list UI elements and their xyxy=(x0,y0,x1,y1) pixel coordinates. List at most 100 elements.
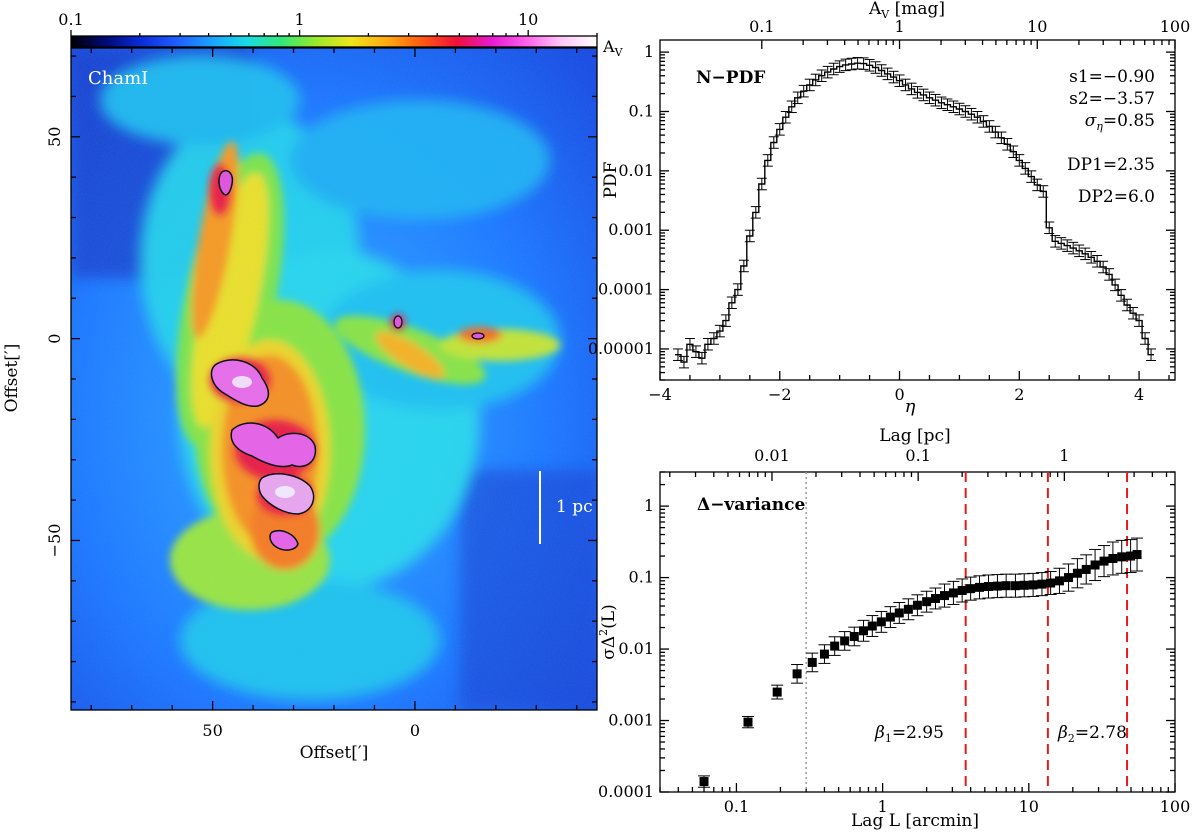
npdf-x-tick-label: 4 xyxy=(1134,385,1144,404)
dv-y-tick-label: 0.0001 xyxy=(598,782,654,801)
npdf-y-tick-label: 0.00001 xyxy=(588,339,654,358)
npdf-panel-label: N−PDF xyxy=(696,68,765,88)
colorbar-ticks: 0.1 1 10 xyxy=(58,10,598,36)
dv-data-point xyxy=(948,588,958,598)
dv-data-point xyxy=(1090,560,1100,570)
npdf-annotation-s1: s1=−0.90 xyxy=(1069,67,1155,87)
dv-y-tick-label: 1 xyxy=(644,496,654,515)
dv-data-point xyxy=(867,621,877,631)
npdf-data xyxy=(672,56,1157,369)
dv-top-tick-label: 1 xyxy=(1059,446,1069,465)
dv-data-point xyxy=(1099,556,1109,566)
dv-data-point xyxy=(840,636,850,646)
npdf-top-tick-label: 0.1 xyxy=(749,17,774,36)
dv-y-tick-label: 0.001 xyxy=(608,711,654,730)
dv-data-point xyxy=(819,649,829,659)
dv-annotation-beta2: β2=2.78 xyxy=(1057,723,1127,745)
dv-data-point xyxy=(1072,568,1082,578)
dv-data-point xyxy=(792,669,802,679)
dv-data-point xyxy=(966,584,976,594)
map-y-tick-label: −50 xyxy=(45,524,64,558)
dv-data-point xyxy=(903,604,913,614)
dv-data-point xyxy=(1064,573,1074,583)
dv-data-point xyxy=(894,608,904,618)
npdf-annotation-s2: s2=−3.57 xyxy=(1069,89,1155,109)
dv-data-point xyxy=(1028,580,1038,590)
dv-data-point xyxy=(1132,550,1142,560)
map-title: ChamI xyxy=(88,68,148,89)
dv-data-point xyxy=(830,641,840,651)
npdf-y-label: PDF xyxy=(601,161,621,198)
dv-top-tick-label: 0.01 xyxy=(754,446,790,465)
colorbar-strip xyxy=(71,36,597,47)
dv-top-tick-label: 0.1 xyxy=(905,446,930,465)
npdf-annotation-dp1: DP1=2.35 xyxy=(1067,155,1155,175)
dv-data-point xyxy=(1054,576,1064,586)
dv-frame xyxy=(659,471,1176,793)
npdf-top-tick-label: 10 xyxy=(1027,17,1047,36)
dv-data-point xyxy=(1108,553,1118,563)
dv-x-tick-label: 10 xyxy=(1019,797,1039,816)
npdf-annotation-sigma: ση=0.85 xyxy=(1085,111,1155,133)
dv-y-tick-label: 0.01 xyxy=(618,639,654,658)
dv-data-point xyxy=(984,582,994,592)
map-y-tick-label: 0 xyxy=(45,334,64,344)
dv-data-point xyxy=(885,612,895,622)
npdf-axes: −4 −2 0 2 4 1 0.1 0.01 0.001 0.0001 0.00001 0.1 1 10 1… xyxy=(588,17,1190,404)
map-noise-texture xyxy=(71,48,597,710)
npdf-x-tick-label: 0 xyxy=(894,385,904,404)
npdf-top-axis-label: AV [mag] xyxy=(868,0,945,21)
dv-data-point xyxy=(1037,579,1047,589)
dv-data-point xyxy=(859,626,869,636)
npdf-panel: −4 −2 0 2 4 1 0.1 0.01 0.001 0.0001 0.00001 0.1 1 10 1… xyxy=(588,0,1190,417)
dv-vertical-lines xyxy=(805,472,1129,792)
dv-data-point xyxy=(1010,581,1020,591)
colorbar-tick-label: 0.1 xyxy=(58,10,83,29)
map-x-label: Offset[′] xyxy=(300,743,369,763)
colorbar: 0.1 1 10 AV xyxy=(58,10,623,59)
dv-axes: 0.1 1 10 100 1 0.1 0.01 0.001 0.0001 0.01 0.1 1 xyxy=(598,446,1190,816)
dv-top-axis-label: Lag [pc] xyxy=(879,426,950,446)
dv-annotation-beta1: β1=2.95 xyxy=(874,723,944,745)
dv-data-point xyxy=(922,597,932,607)
dv-data-point xyxy=(992,581,1002,591)
colorbar-tick-label: 1 xyxy=(294,10,304,29)
dv-data-point xyxy=(807,657,817,667)
extinction-map-image xyxy=(71,48,597,710)
dv-data-point xyxy=(699,777,709,787)
map-y-label: Offset[′] xyxy=(2,344,22,413)
dv-data-point xyxy=(1019,580,1029,590)
dv-data-point xyxy=(1117,552,1127,562)
scale-bar-label: 1 pc xyxy=(556,497,593,517)
dv-data-point xyxy=(849,631,859,641)
dv-data-point xyxy=(772,687,782,697)
npdf-y-tick-label: 0.0001 xyxy=(598,280,654,299)
npdf-top-tick-label: 1 xyxy=(894,17,904,36)
dv-data-point xyxy=(876,617,886,627)
dv-panel-label: Δ−variance xyxy=(697,495,805,515)
dv-data-point xyxy=(975,582,985,592)
map-panel: 0.1 1 10 AV xyxy=(2,10,624,763)
dv-data-point xyxy=(957,585,967,595)
dv-data xyxy=(698,537,1144,788)
delta-variance-panel: 0.1 1 10 100 1 0.1 0.01 0.001 0.0001 0.01 0.1 1 Lag… xyxy=(597,426,1190,831)
dv-data-point xyxy=(931,593,941,603)
npdf-y-tick-label: 0.001 xyxy=(608,220,654,239)
dv-data-point xyxy=(1081,564,1091,574)
colorbar-unit: AV xyxy=(602,37,624,59)
npdf-y-tick-label: 0.01 xyxy=(618,161,654,180)
npdf-x-tick-label: −4 xyxy=(648,385,672,404)
npdf-x-tick-label: 2 xyxy=(1014,385,1024,404)
npdf-annotation-dp2: DP2=6.0 xyxy=(1078,187,1155,207)
npdf-x-tick-label: −2 xyxy=(768,385,792,404)
map-x-tick-label: 50 xyxy=(202,721,222,740)
npdf-y-tick-label: 0.1 xyxy=(629,101,654,120)
dv-x-tick-label: 1 xyxy=(878,797,888,816)
colorbar-tick-label: 10 xyxy=(518,10,538,29)
dv-data-point xyxy=(743,717,753,727)
map-x-tick-label: 0 xyxy=(410,721,420,740)
dv-data-point xyxy=(1126,551,1136,561)
dv-data-point xyxy=(1001,581,1011,591)
dv-x-tick-label: 100 xyxy=(1160,797,1191,816)
